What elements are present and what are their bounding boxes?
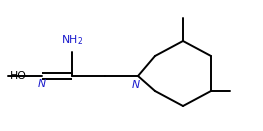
Text: NH$_2$: NH$_2$ [61,33,83,47]
Text: N: N [132,80,140,90]
Text: N: N [38,79,46,89]
Text: HO: HO [10,71,27,81]
